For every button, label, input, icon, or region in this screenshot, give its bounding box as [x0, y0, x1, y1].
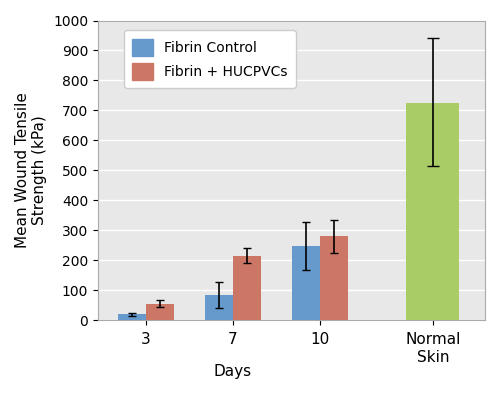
Legend: Fibrin Control, Fibrin + HUCPVCs: Fibrin Control, Fibrin + HUCPVCs: [124, 31, 296, 88]
Bar: [292, 246, 320, 320]
Bar: [118, 314, 146, 320]
Bar: [320, 236, 347, 320]
Text: Days: Days: [214, 364, 252, 379]
Bar: [232, 256, 260, 320]
Bar: [146, 304, 174, 320]
Bar: [205, 295, 233, 320]
Y-axis label: Mean Wound Tensile
Strength (kPa): Mean Wound Tensile Strength (kPa): [15, 93, 48, 248]
Bar: [406, 103, 459, 320]
